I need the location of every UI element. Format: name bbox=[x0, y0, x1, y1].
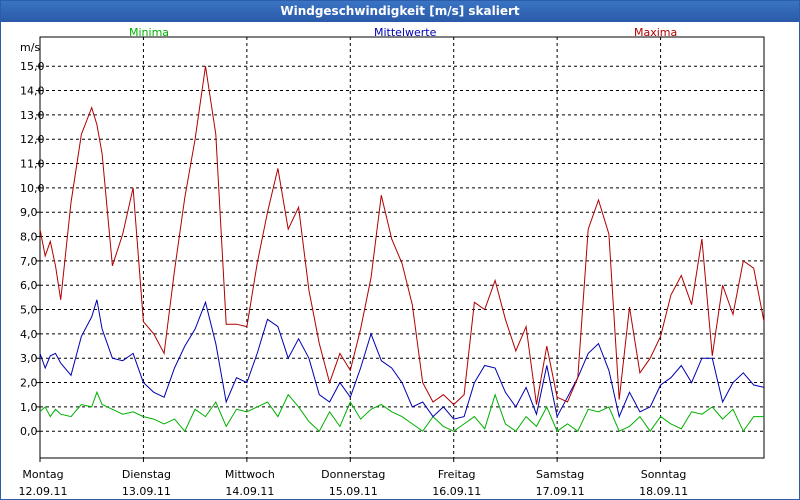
y-tick-label: 7,0 bbox=[20, 255, 38, 268]
legend-maxima: Maxima bbox=[634, 26, 677, 39]
plot-area bbox=[39, 36, 765, 459]
y-tick-label: 13,0 bbox=[20, 109, 45, 122]
legend-mittelwerte: Mittelwerte bbox=[374, 26, 437, 39]
x-tick-date: 16.09.11 bbox=[432, 485, 481, 498]
x-axis-ticks: Montag 12.09.11 Dienstag 13.09.11 Mittwoch 14… bbox=[19, 458, 688, 498]
x-tick-date: 13.09.11 bbox=[122, 485, 171, 498]
y-tick-label: 10,0 bbox=[20, 182, 45, 195]
y-tick-label: 8,0 bbox=[20, 231, 38, 244]
x-tick-day: Mittwoch bbox=[225, 468, 275, 481]
y-tick-label: 15,0 bbox=[20, 60, 45, 73]
y-tick-label: 3,0 bbox=[20, 352, 38, 365]
x-tick-day: Dienstag bbox=[122, 468, 171, 481]
series-line-maxima bbox=[39, 66, 765, 406]
x-tick-day: Samstag bbox=[536, 468, 584, 481]
series-lines bbox=[39, 66, 765, 433]
y-tick-label: 6,0 bbox=[20, 279, 38, 292]
legend-minima: Minima bbox=[129, 26, 169, 39]
x-tick-day: Sonntag bbox=[641, 468, 687, 481]
x-tick-date: 15.09.11 bbox=[329, 485, 378, 498]
x-tick-day: Freitag bbox=[438, 468, 476, 481]
y-tick-label: 12,0 bbox=[20, 133, 45, 146]
y-tick-label: 4,0 bbox=[20, 328, 38, 341]
x-tick-day: Montag bbox=[22, 468, 63, 481]
y-axis-ticks: 15,0 14,0 13,0 12,0 11,0 10,0 9,0 8,0 7,0 6,0 5,0 4… bbox=[20, 60, 45, 438]
y-tick-label: 1,0 bbox=[20, 401, 38, 414]
window-title: Windgeschwindigkeit [m/s] skaliert bbox=[1, 1, 799, 22]
x-tick-day: Donnerstag bbox=[321, 468, 385, 481]
y-tick-label: 9,0 bbox=[20, 206, 38, 219]
y-tick-label: 5,0 bbox=[20, 304, 38, 317]
x-tick-date: 12.09.11 bbox=[19, 485, 68, 498]
series-line-minima bbox=[39, 390, 764, 433]
x-tick-date: 14.09.11 bbox=[225, 485, 274, 498]
y-tick-label: 11,0 bbox=[20, 158, 45, 171]
series-line-mittelwerte bbox=[39, 299, 765, 420]
y-tick-label: 0,0 bbox=[20, 425, 38, 438]
y-tick-label: 14,0 bbox=[20, 85, 45, 98]
y-axis-label: m/s bbox=[20, 41, 40, 54]
x-tick-date: 18.09.11 bbox=[639, 485, 688, 498]
y-tick-label: 2,0 bbox=[20, 377, 38, 390]
x-tick-date: 17.09.11 bbox=[536, 485, 585, 498]
grid-lines bbox=[40, 37, 764, 458]
